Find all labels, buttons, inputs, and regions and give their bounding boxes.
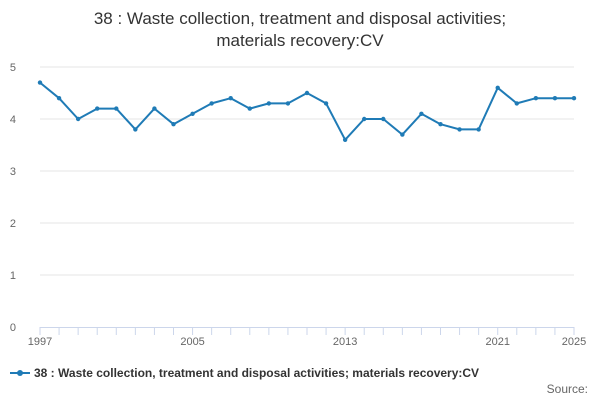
data-point	[228, 96, 233, 101]
data-point	[514, 101, 519, 106]
y-tick-label: 1	[10, 270, 16, 282]
data-point	[285, 101, 291, 106]
data-point	[114, 106, 119, 111]
x-tick-label: 2013	[333, 336, 357, 348]
data-point	[95, 106, 100, 111]
chart-title-line-1: 38 : Waste collection, treatment and dis…	[93, 9, 507, 28]
data-point	[171, 122, 176, 127]
data-point	[75, 116, 81, 122]
data-point	[56, 96, 62, 101]
y-tick-label: 0	[10, 322, 16, 334]
x-tick-label: 1997	[28, 336, 52, 348]
data-point	[533, 96, 539, 101]
data-point	[304, 90, 310, 96]
data-point	[438, 122, 443, 127]
x-tick-label: 2025	[562, 336, 586, 348]
data-point	[152, 106, 157, 111]
legend-label: 38 : Waste collection, treatment and dis…	[34, 366, 480, 380]
data-point	[342, 137, 348, 142]
data-point	[476, 127, 481, 132]
y-tick-label: 3	[10, 166, 16, 178]
x-tick-label: 2021	[485, 336, 509, 348]
data-point	[457, 127, 462, 132]
y-tick-label: 2	[10, 218, 16, 230]
data-point	[323, 101, 329, 106]
legend[interactable]: 38 : Waste collection, treatment and dis…	[10, 364, 479, 382]
data-point	[362, 116, 367, 122]
data-point	[37, 80, 43, 85]
line-with-dot-icon	[10, 367, 30, 379]
data-point	[266, 101, 272, 106]
y-tick-label: 4	[10, 114, 16, 126]
data-point	[400, 132, 405, 137]
data-point	[133, 127, 138, 132]
data-point	[381, 116, 386, 122]
chart-title-line-2: materials recovery:CV	[216, 31, 384, 50]
data-point	[495, 85, 500, 91]
data-point	[209, 101, 214, 106]
chart-title: 38 : Waste collection, treatment and dis…	[0, 8, 600, 52]
x-tick-label: 2005	[180, 336, 204, 348]
y-tick-label: 5	[10, 62, 16, 74]
data-point	[419, 111, 424, 117]
data-point	[190, 111, 195, 117]
data-point	[571, 96, 577, 101]
source-label[interactable]: Source:	[546, 382, 588, 396]
data-point	[247, 106, 252, 111]
data-point	[552, 96, 558, 101]
